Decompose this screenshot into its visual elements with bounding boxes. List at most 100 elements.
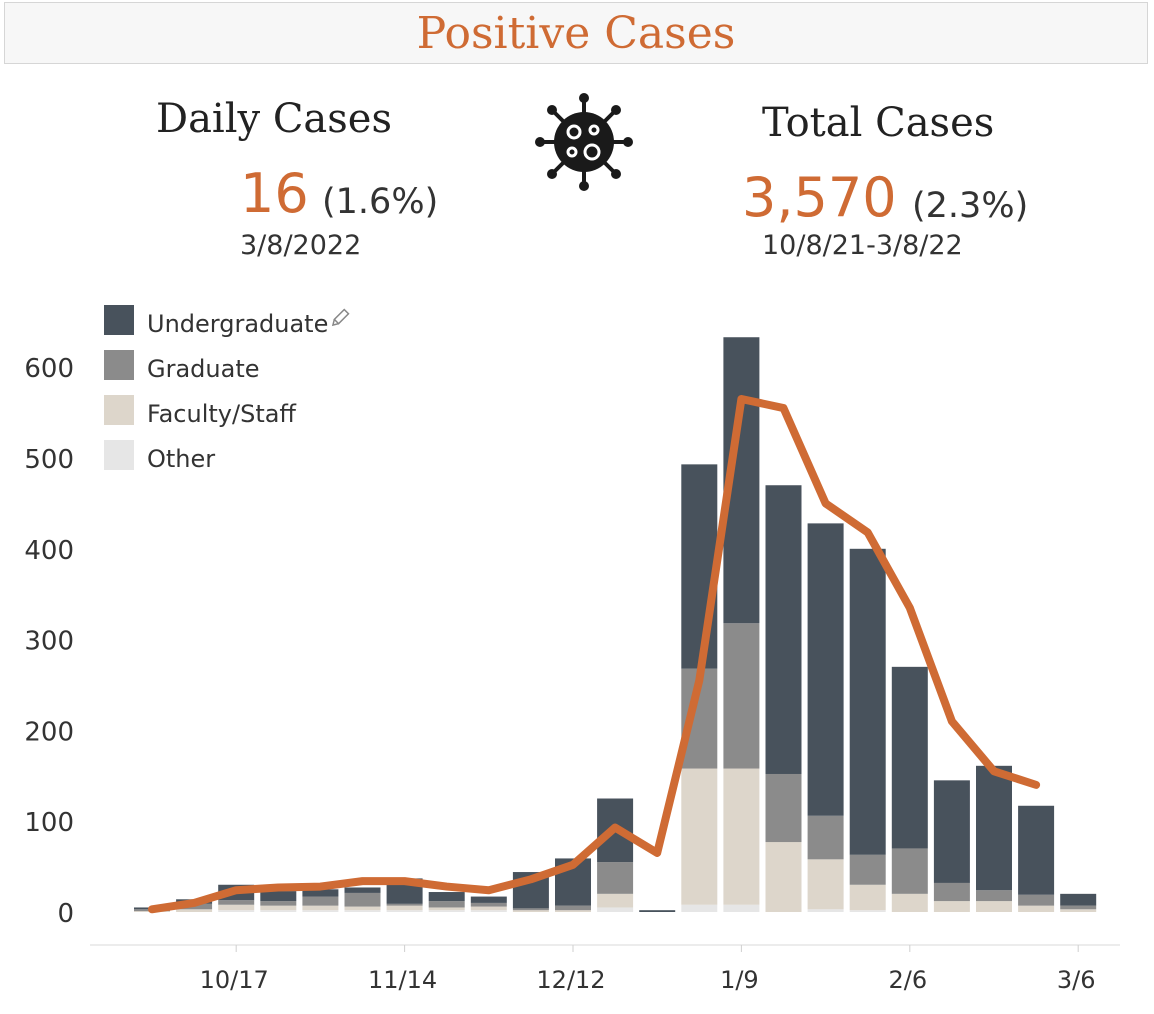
legend: Undergraduate Graduate Faculty/Staff Other xyxy=(104,305,350,473)
bar-segment-other xyxy=(470,910,507,912)
bar-segment-faculty-staff xyxy=(1060,909,1097,912)
x-tick-label: 3/6 xyxy=(1057,966,1096,994)
bar-segment-other xyxy=(386,910,423,912)
bar-segment-faculty-staff xyxy=(555,910,591,912)
bar-segment-other xyxy=(807,909,844,912)
bar-segment-graduate xyxy=(302,896,339,906)
trend-line-group xyxy=(148,394,1041,914)
bar-segment-undergraduate xyxy=(976,765,1012,891)
pencil-icon[interactable] xyxy=(331,308,350,328)
bar-segment-graduate xyxy=(597,862,634,894)
bar-segment-other xyxy=(260,910,297,912)
bar-segment-graduate xyxy=(933,882,970,902)
stacked-bars xyxy=(134,337,1097,912)
bar-segment-faculty-staff xyxy=(344,906,381,911)
bar-segment-undergraduate xyxy=(302,889,339,897)
bar-segment-faculty-staff xyxy=(218,904,255,911)
total-cases-date: 10/8/21-3/8/22 xyxy=(762,230,963,261)
x-tick-label: 2/6 xyxy=(888,966,927,994)
bar-segment-faculty-staff xyxy=(428,907,465,911)
bar-segment-faculty-staff xyxy=(891,893,928,912)
bar-segment-other xyxy=(723,904,760,912)
bar-segment-graduate xyxy=(891,848,928,894)
bar-segment-graduate xyxy=(1018,894,1055,906)
bar-segment-undergraduate xyxy=(891,666,928,849)
y-tick-label: 100 xyxy=(24,808,74,838)
bar-segment-other xyxy=(218,910,255,912)
bar-segment-faculty-staff xyxy=(681,768,718,905)
bar-segment-undergraduate xyxy=(1018,805,1055,895)
x-tick-label: 1/9 xyxy=(720,966,759,994)
y-tick-label: 500 xyxy=(24,445,74,475)
y-tick-label: 300 xyxy=(24,627,74,657)
daily-cases-date: 3/8/2022 xyxy=(240,230,362,261)
x-tick-label: 10/17 xyxy=(200,966,269,994)
bar-segment-faculty-staff xyxy=(765,842,802,912)
bar-segment-graduate xyxy=(386,903,423,906)
bar-segment-undergraduate xyxy=(765,485,802,774)
bar-segment-faculty-staff xyxy=(1018,905,1055,912)
bar-segment-graduate xyxy=(1060,905,1097,910)
bar-segment-faculty-staff xyxy=(976,901,1012,912)
positive-cases-chart: 0 100 200 300 400 500 600 10/17 11/14 12/12 1/9 2/… xyxy=(24,305,1120,994)
virus-icon xyxy=(535,93,633,191)
bar-segment-graduate xyxy=(807,815,844,860)
bar-segment-faculty-staff xyxy=(933,901,970,912)
bar-segment-faculty-staff xyxy=(260,905,297,911)
bar-segment-graduate xyxy=(976,890,1012,902)
y-tick-label: 600 xyxy=(24,354,74,384)
legend-swatch xyxy=(104,395,134,425)
legend-swatch xyxy=(104,440,134,470)
bar-segment-faculty-staff xyxy=(386,905,423,911)
bar-segment-graduate xyxy=(849,854,886,885)
page-title: Positive Cases xyxy=(416,7,736,59)
bar-segment-faculty-staff xyxy=(512,910,549,912)
bar-segment-other xyxy=(344,910,381,912)
bar-segment-undergraduate xyxy=(681,464,718,669)
legend-label: Undergraduate xyxy=(147,310,328,338)
x-tick-label: 12/12 xyxy=(536,966,605,994)
bar-segment-faculty-staff xyxy=(302,905,339,911)
y-axis: 0 100 200 300 400 500 600 xyxy=(24,354,74,929)
bar-segment-faculty-staff xyxy=(723,768,760,905)
bar-segment-graduate xyxy=(512,908,549,911)
bar-segment-other xyxy=(597,907,634,912)
bar-segment-undergraduate xyxy=(470,896,507,903)
bar-segment-faculty-staff xyxy=(849,884,886,911)
trend-line xyxy=(148,394,1041,914)
legend-label: Other xyxy=(147,445,215,473)
legend-label: Faculty/Staff xyxy=(147,400,296,428)
title-bar: Positive Cases xyxy=(4,2,1148,64)
bar-segment-faculty-staff xyxy=(176,909,213,912)
x-axis: 10/17 11/14 12/12 1/9 2/6 3/6 xyxy=(200,945,1096,994)
bar-segment-faculty-staff xyxy=(807,859,844,910)
bar-segment-undergraduate xyxy=(344,887,381,893)
bar-segment-graduate xyxy=(428,901,465,908)
y-tick-label: 400 xyxy=(24,536,74,566)
bar-segment-other xyxy=(302,910,339,912)
bar-segment-undergraduate xyxy=(849,548,886,855)
daily-cases-percent: (1.6%) xyxy=(322,182,439,222)
bar-segment-graduate xyxy=(555,905,591,911)
bar-segment-other xyxy=(428,910,465,912)
total-cases-value: 3,570 xyxy=(742,166,897,229)
bar-segment-undergraduate xyxy=(933,780,970,883)
bar-segment-graduate xyxy=(723,623,760,769)
total-cases-title: Total Cases xyxy=(762,100,995,146)
legend-label: Graduate xyxy=(147,355,260,383)
bar-segment-other xyxy=(681,904,718,912)
bar-segment-faculty-staff xyxy=(597,893,634,908)
legend-swatch xyxy=(104,305,134,335)
bar-segment-undergraduate xyxy=(639,910,676,912)
bar-segment-undergraduate xyxy=(428,892,465,902)
bar-segment-graduate xyxy=(765,773,802,843)
y-tick-label: 200 xyxy=(24,717,74,747)
bar-segment-graduate xyxy=(260,901,297,906)
bar-segment-other xyxy=(849,910,886,912)
legend-swatch xyxy=(104,350,134,380)
y-tick-label: 0 xyxy=(57,899,74,929)
x-tick-label: 11/14 xyxy=(368,966,437,994)
bar-segment-graduate xyxy=(344,892,381,907)
daily-cases-title: Daily Cases xyxy=(156,96,392,142)
bar-segment-undergraduate xyxy=(1060,893,1097,906)
